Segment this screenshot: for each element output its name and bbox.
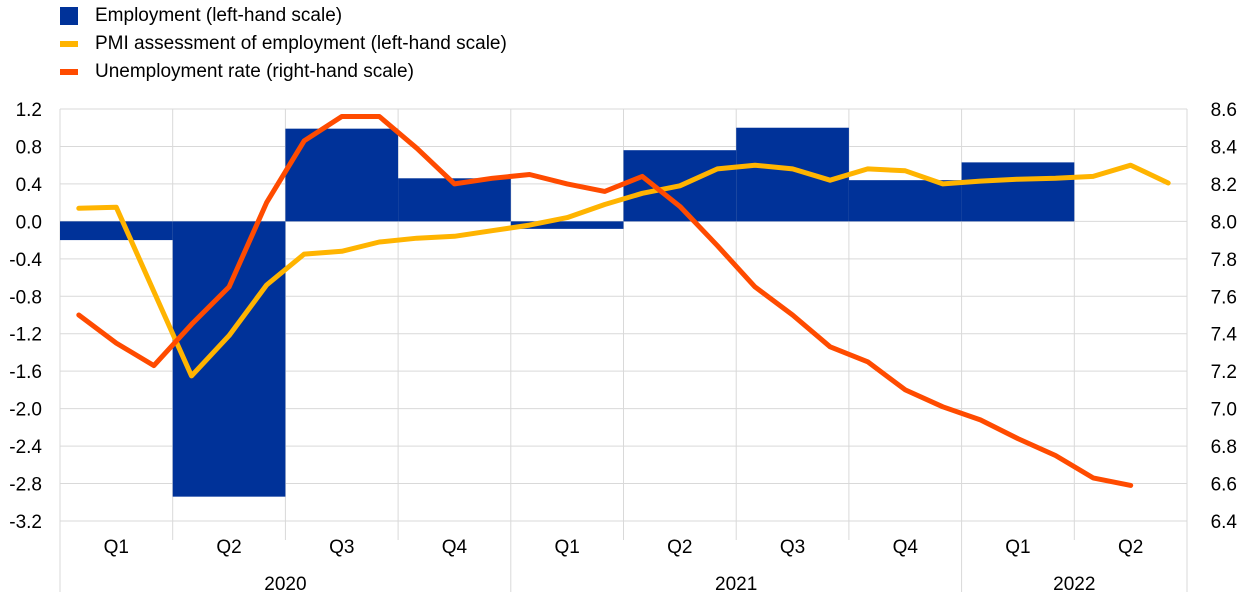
right-tick-label: 7.2: [1211, 362, 1237, 383]
legend-label-unemployment: Unemployment rate (right-hand scale): [95, 61, 414, 82]
left-tick-label: 0.8: [16, 137, 42, 158]
pmi-line: [76, 162, 1171, 379]
legend-label-pmi: PMI assessment of employment (left-hand …: [95, 33, 507, 54]
quarter-label: Q2: [216, 537, 241, 558]
employment-bar: [961, 162, 1075, 222]
employment-bar: [510, 221, 624, 229]
right-tick-label: 8.2: [1211, 175, 1237, 196]
legend: Employment (left-hand scale) PMI assessm…: [60, 2, 507, 86]
x-axis-labels: Q1 Q2 Q3 Q4 Q1 Q2 Q3 Q4 Q1 Q2 2020 2021 2022: [104, 537, 1144, 595]
employment-bar: [848, 180, 962, 222]
quarter-label: Q4: [442, 537, 468, 558]
right-tick-label: 6.4: [1211, 512, 1238, 533]
left-tick-label: -1.6: [9, 362, 42, 383]
quarter-label: Q2: [667, 537, 692, 558]
year-label: 2022: [1053, 574, 1095, 595]
left-tick-label: -0.4: [9, 250, 42, 271]
legend-swatch-employment: [60, 7, 78, 25]
legend-swatch-unemployment: [60, 69, 78, 75]
left-tick-label: -2.0: [9, 400, 42, 421]
right-tick-label: 8.0: [1211, 212, 1237, 233]
year-label: 2021: [715, 574, 757, 595]
left-tick-label: -1.2: [9, 325, 42, 346]
right-tick-label: 7.0: [1211, 400, 1237, 421]
legend-item-pmi: PMI assessment of employment (left-hand …: [60, 30, 507, 58]
right-tick-label: 8.4: [1211, 137, 1238, 158]
employment-bar: [736, 127, 849, 222]
left-tick-label: -0.8: [9, 287, 42, 308]
series-lines: [76, 114, 1171, 488]
quarter-label: Q2: [1118, 537, 1143, 558]
legend-item-unemployment: Unemployment rate (right-hand scale): [60, 58, 507, 86]
left-tick-label: 0.4: [16, 175, 43, 196]
left-tick-label: 0.0: [16, 212, 42, 233]
left-tick-label: -3.2: [9, 512, 42, 533]
right-tick-label: 7.4: [1211, 325, 1238, 346]
right-tick-label: 7.8: [1211, 250, 1237, 271]
unemployment-line: [76, 114, 1134, 488]
right-tick-label: 6.6: [1211, 475, 1237, 496]
left-tick-label: -2.4: [9, 437, 42, 458]
quarter-label: Q1: [554, 537, 579, 558]
quarter-label: Q1: [104, 537, 129, 558]
legend-item-employment: Employment (left-hand scale): [60, 2, 507, 30]
quarter-label: Q3: [780, 537, 805, 558]
year-label: 2020: [264, 574, 306, 595]
employment-bar: [172, 221, 286, 497]
left-axis-ticks: -3.2 -2.8 -2.4 -2.0 -1.6 -1.2 -0.8 -0.4 0.0 0.4 0.…: [9, 100, 42, 533]
employment-bar: [60, 221, 173, 241]
legend-label-employment: Employment (left-hand scale): [95, 5, 343, 26]
right-axis-ticks: 6.4 6.6 6.8 7.0 7.2 7.4 7.6 7.8 8.0 8.2 8.4 8.6: [1211, 100, 1238, 533]
quarter-label: Q4: [893, 537, 919, 558]
left-tick-label: 1.2: [16, 100, 42, 121]
quarter-label: Q1: [1005, 537, 1030, 558]
right-tick-label: 7.6: [1211, 287, 1237, 308]
legend-swatch-pmi: [60, 41, 78, 47]
quarter-label: Q3: [329, 537, 354, 558]
right-tick-label: 8.6: [1211, 100, 1237, 121]
left-tick-label: -2.8: [9, 475, 42, 496]
right-tick-label: 6.8: [1211, 437, 1237, 458]
